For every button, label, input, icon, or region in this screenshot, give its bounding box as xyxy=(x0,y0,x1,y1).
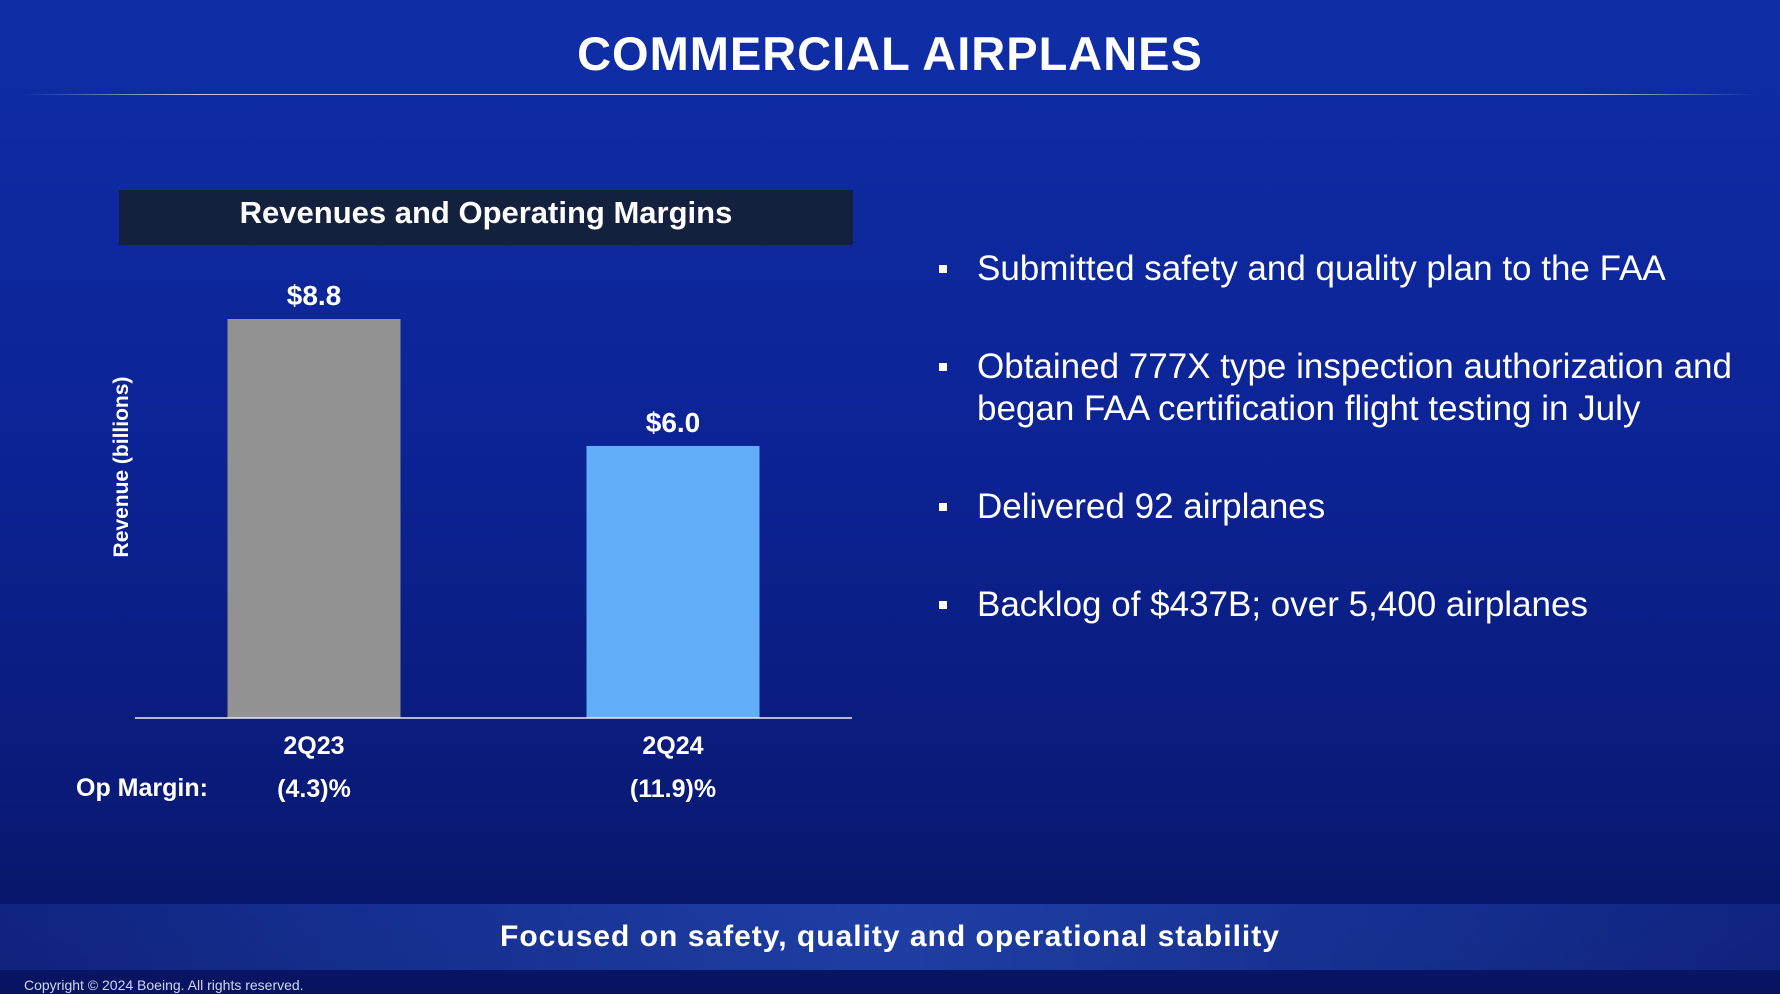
title-divider xyxy=(24,94,1756,95)
bullet-item: Backlog of $437B; over 5,400 airplanes xyxy=(935,584,1765,626)
bullet-text: Obtained 777X type inspection authorizat… xyxy=(977,347,1732,428)
bullet-marker xyxy=(939,601,947,609)
bullet-marker xyxy=(939,265,947,273)
bar-2Q23 xyxy=(227,319,401,718)
bullet-marker xyxy=(939,503,947,511)
bullet-marker xyxy=(939,363,947,371)
bullet-text: Backlog of $437B; over 5,400 airplanes xyxy=(977,585,1588,624)
bar-2Q24 xyxy=(586,445,760,718)
highlights-list: Submitted safety and quality plan to the… xyxy=(935,248,1765,682)
chart-title: Revenues and Operating Margins xyxy=(119,190,853,245)
op-margin-label: Op Margin: xyxy=(76,774,208,802)
slide-title: COMMERCIAL AIRPLANES xyxy=(577,27,1203,80)
copyright-notice: Copyright © 2024 Boeing. All rights rese… xyxy=(24,977,304,993)
x-tick-label: 2Q23 xyxy=(283,732,344,760)
y-axis-label: Revenue (billions) xyxy=(110,376,133,558)
data-label: $8.8 xyxy=(287,280,342,311)
bullet-item: Submitted safety and quality plan to the… xyxy=(935,248,1765,290)
data-label: $6.0 xyxy=(646,407,701,438)
op-margin-value: (4.3)% xyxy=(277,775,351,803)
footer-tagline: Focused on safety, quality and operation… xyxy=(0,904,1780,970)
bullet-text: Delivered 92 airplanes xyxy=(977,487,1326,526)
x-tick-label: 2Q24 xyxy=(642,732,703,760)
bullet-text: Submitted safety and quality plan to the… xyxy=(977,249,1666,288)
op-margin-value: (11.9)% xyxy=(630,775,716,803)
bullet-item: Obtained 777X type inspection authorizat… xyxy=(935,346,1765,430)
bullet-item: Delivered 92 airplanes xyxy=(935,486,1765,528)
